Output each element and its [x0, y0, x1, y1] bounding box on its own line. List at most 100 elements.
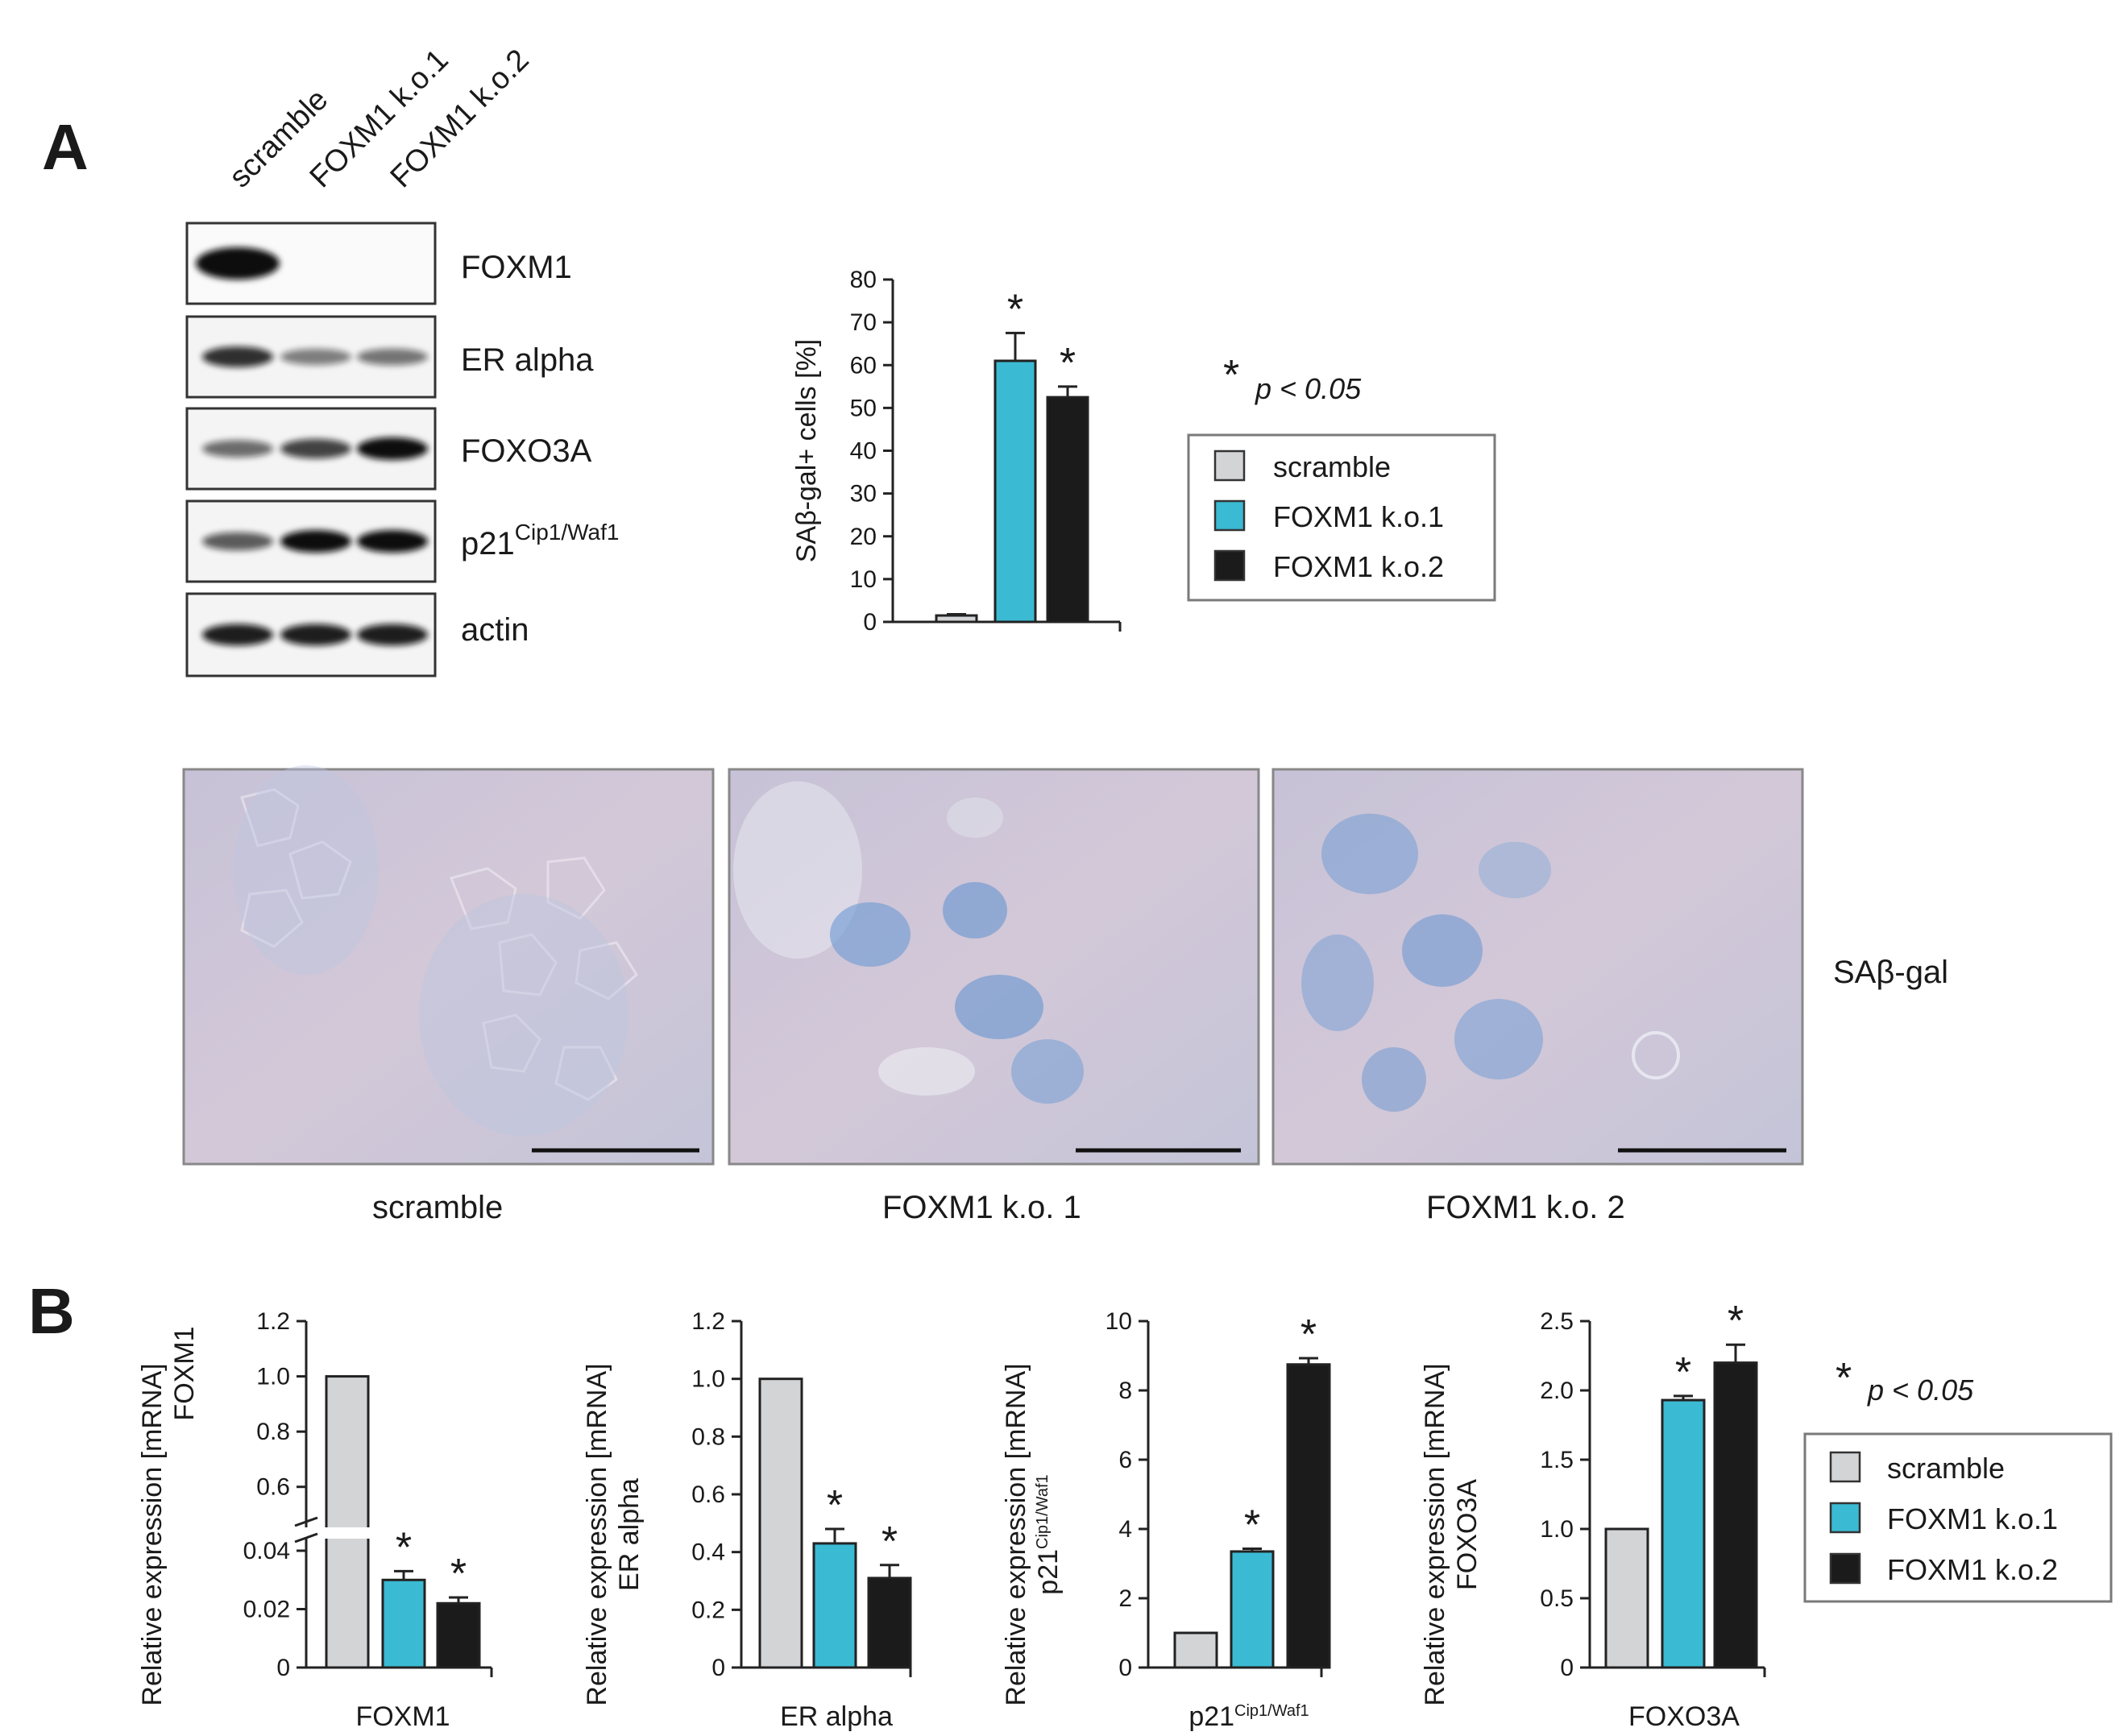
bar [325, 1375, 370, 1669]
blot-band [202, 440, 273, 458]
blot-band [202, 532, 273, 551]
y-tick-label: 0.5 [1540, 1585, 1574, 1612]
axis-break-mark [294, 1516, 318, 1527]
y-axis-title: SAβ-gal+ cells [%] [791, 339, 822, 563]
legend-a-label-ko1: FOXM1 k.o.1 [1273, 500, 1444, 533]
axis-break-mark [294, 1532, 318, 1543]
y-tick-label: 4 [1118, 1516, 1132, 1543]
blot-label-foxm1: FOXM1 [461, 250, 572, 285]
y-tick-label: 0.2 [691, 1597, 725, 1623]
blot-actin: actin [185, 592, 529, 677]
y-tick-label: 0.6 [256, 1474, 290, 1501]
y-axis-title: Relative expression [mRNA] [137, 1363, 168, 1705]
lane-label-ko2: FOXM1 k.o.2 [384, 43, 536, 194]
significance-star: * [1300, 1311, 1317, 1358]
bar [436, 1601, 481, 1669]
bar [1604, 1527, 1649, 1669]
caption-scramble: scramble [372, 1190, 503, 1225]
blot-band [357, 437, 428, 460]
blot-band [280, 438, 351, 459]
significance-star: * [827, 1482, 843, 1529]
panel-a-letter: A [42, 111, 89, 183]
y-tick-label: 0 [863, 609, 877, 636]
y-tick-label: 1.0 [256, 1364, 290, 1390]
y-tick-label: 0.02 [243, 1597, 290, 1623]
blot-foxo3a: FOXO3A [185, 407, 592, 491]
x-axis-title: FOXM1 [355, 1701, 450, 1732]
caption-foxm1-ko2: FOXM1 k.o. 2 [1426, 1190, 1625, 1225]
chart-sa-beta-gal-cells: 0 10 20 30 40 50 60 70 80 * * SAβ-gal+ cells [%] [791, 267, 1122, 636]
y-tick-label: 2.5 [1540, 1308, 1574, 1335]
lane-labels: scramble FOXM1 k.o.1 FOXM1 k.o.2 [223, 43, 536, 194]
y-tick-label: 1.2 [256, 1308, 290, 1335]
axis-break-gap [282, 1527, 371, 1539]
legend-a-swatch-ko1 [1213, 499, 1246, 532]
legend-b-label-ko1: FOXM1 k.o.1 [1887, 1502, 2058, 1535]
bar [1046, 396, 1089, 624]
y-tick-label: 0.8 [256, 1419, 290, 1445]
legend-a: scramble FOXM1 k.o.1 FOXM1 k.o.2 [1187, 433, 1496, 602]
y-tick-label: 6 [1118, 1447, 1132, 1473]
blot-er-alpha: ER alpha [185, 315, 594, 399]
x-axis-title: FOXO3A [1628, 1701, 1740, 1732]
bar [993, 359, 1037, 624]
western-blot-stack: FOXM1 ER alpha FOXO3A p21Cip1/Waf1 actin [185, 222, 619, 677]
blot-band [280, 348, 351, 366]
blot-foxm1: FOXM1 [185, 222, 572, 305]
legend-b-label-scramble: scramble [1887, 1452, 2005, 1485]
legend-b-swatch-ko1 [1829, 1502, 1861, 1534]
sig-text-a: p < 0.05 [1255, 372, 1362, 405]
bar [381, 1578, 426, 1669]
y-tick-label: 2 [1118, 1585, 1132, 1612]
significance-star: * [1060, 340, 1076, 387]
y-tick-label: 70 [850, 309, 877, 336]
bar [1173, 1631, 1218, 1669]
y-tick-label: 0 [276, 1655, 290, 1681]
caption-foxm1-ko1: FOXM1 k.o. 1 [882, 1190, 1081, 1225]
blot-band [357, 348, 428, 366]
sig-note-b: * p < 0.05 [1836, 1355, 1974, 1407]
y-tick-label: 40 [850, 438, 877, 465]
y-axis-subtitle: FOXO3A [1452, 1479, 1483, 1590]
y-tick-label: 1.2 [691, 1308, 725, 1335]
blot-label-foxo3a: FOXO3A [461, 433, 592, 469]
y-axis-subtitle: p21Cip1/Waf1 [1033, 1474, 1064, 1594]
y-tick-label: 30 [850, 481, 877, 508]
y-tick-label: 10 [1105, 1308, 1132, 1335]
y-tick-label: 2.0 [1540, 1378, 1574, 1404]
y-axis-subtitle: ER alpha [614, 1478, 645, 1591]
sig-note-a: * p < 0.05 [1223, 352, 1362, 405]
y-tick-label: 0.4 [691, 1539, 725, 1566]
x-axis-title: p21Cip1/Waf1 [1188, 1701, 1309, 1732]
blot-band [202, 346, 273, 367]
panel-b-letter: B [28, 1275, 75, 1347]
y-tick-label: 0.6 [691, 1481, 725, 1508]
y-tick-label: 1.5 [1540, 1447, 1574, 1473]
y-axis-title: Relative expression [mRNA] [1420, 1363, 1450, 1705]
y-tick-label: 60 [850, 352, 877, 379]
significance-star: * [1007, 286, 1023, 333]
legend-a-swatch-scramble [1213, 450, 1246, 482]
y-axis-title: Relative expression [mRNA] [582, 1363, 612, 1705]
y-tick-label: 0.04 [243, 1538, 290, 1564]
blot-band [357, 624, 428, 646]
bar [812, 1542, 857, 1669]
blot-band [196, 247, 280, 280]
y-axis-title: Relative expression [mRNA] [1001, 1363, 1031, 1705]
y-tick-label: 1.0 [691, 1366, 725, 1393]
y-tick-label: 1.0 [1540, 1516, 1574, 1543]
x-axis-title: ER alpha [780, 1701, 893, 1732]
lane-label-ko1: FOXM1 k.o.1 [304, 43, 455, 194]
y-tick-label: 0 [711, 1655, 725, 1681]
significance-star: * [1244, 1502, 1260, 1549]
bar [935, 614, 978, 624]
sig-star-a: * [1223, 352, 1239, 399]
bar [1713, 1361, 1758, 1669]
micrograph-foxm1-ko1 [728, 768, 1260, 1166]
blot-label-er-alpha: ER alpha [461, 342, 594, 378]
y-tick-label: 10 [850, 566, 877, 593]
sig-star-b: * [1836, 1355, 1852, 1402]
y-tick-label: 0.8 [691, 1423, 725, 1450]
